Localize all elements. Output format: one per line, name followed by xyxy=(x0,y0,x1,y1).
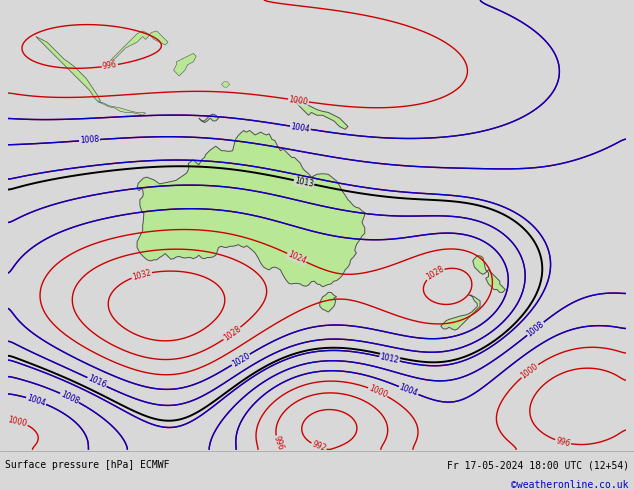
Text: 1008: 1008 xyxy=(80,135,100,146)
Text: 996: 996 xyxy=(102,60,118,71)
Text: ©weatheronline.co.uk: ©weatheronline.co.uk xyxy=(512,480,629,490)
Text: 1008: 1008 xyxy=(59,390,81,406)
Text: 1012: 1012 xyxy=(379,352,400,365)
Text: 1004: 1004 xyxy=(398,383,419,398)
Text: 996: 996 xyxy=(272,435,285,452)
Text: 1016: 1016 xyxy=(86,374,108,390)
Text: 1028: 1028 xyxy=(424,265,446,282)
Text: Surface pressure [hPa] ECMWF: Surface pressure [hPa] ECMWF xyxy=(5,460,169,470)
Text: 1008: 1008 xyxy=(80,135,100,146)
Text: 1008: 1008 xyxy=(59,390,81,406)
Text: 1012: 1012 xyxy=(379,352,400,365)
Polygon shape xyxy=(109,31,168,62)
Polygon shape xyxy=(199,114,219,122)
Text: 1028: 1028 xyxy=(222,324,242,343)
Polygon shape xyxy=(473,256,505,293)
Polygon shape xyxy=(441,295,480,330)
Polygon shape xyxy=(36,37,101,101)
Text: 1020: 1020 xyxy=(230,351,251,368)
Text: 1013: 1013 xyxy=(294,176,314,189)
Text: 1004: 1004 xyxy=(398,383,419,398)
Text: 1020: 1020 xyxy=(230,351,251,368)
Text: 1000: 1000 xyxy=(519,362,540,380)
Text: 1000: 1000 xyxy=(367,384,389,400)
Text: 1016: 1016 xyxy=(86,374,108,390)
Text: 1000: 1000 xyxy=(7,415,28,428)
Text: 1004: 1004 xyxy=(290,122,311,134)
Polygon shape xyxy=(137,130,365,287)
Text: 1000: 1000 xyxy=(288,95,309,106)
Text: 1004: 1004 xyxy=(290,122,311,134)
Polygon shape xyxy=(295,100,348,129)
Text: 1008: 1008 xyxy=(525,319,546,338)
Text: 992: 992 xyxy=(311,440,327,454)
Text: 1032: 1032 xyxy=(131,268,152,282)
Text: 1008: 1008 xyxy=(525,319,546,338)
Text: 1024: 1024 xyxy=(286,250,307,266)
Polygon shape xyxy=(174,53,196,76)
Polygon shape xyxy=(98,102,146,115)
Text: 1004: 1004 xyxy=(25,393,47,408)
Text: 1004: 1004 xyxy=(25,393,47,408)
Text: Fr 17-05-2024 18:00 UTC (12+54): Fr 17-05-2024 18:00 UTC (12+54) xyxy=(447,460,629,470)
Polygon shape xyxy=(221,81,230,87)
Polygon shape xyxy=(320,293,337,312)
Text: 996: 996 xyxy=(555,436,571,448)
